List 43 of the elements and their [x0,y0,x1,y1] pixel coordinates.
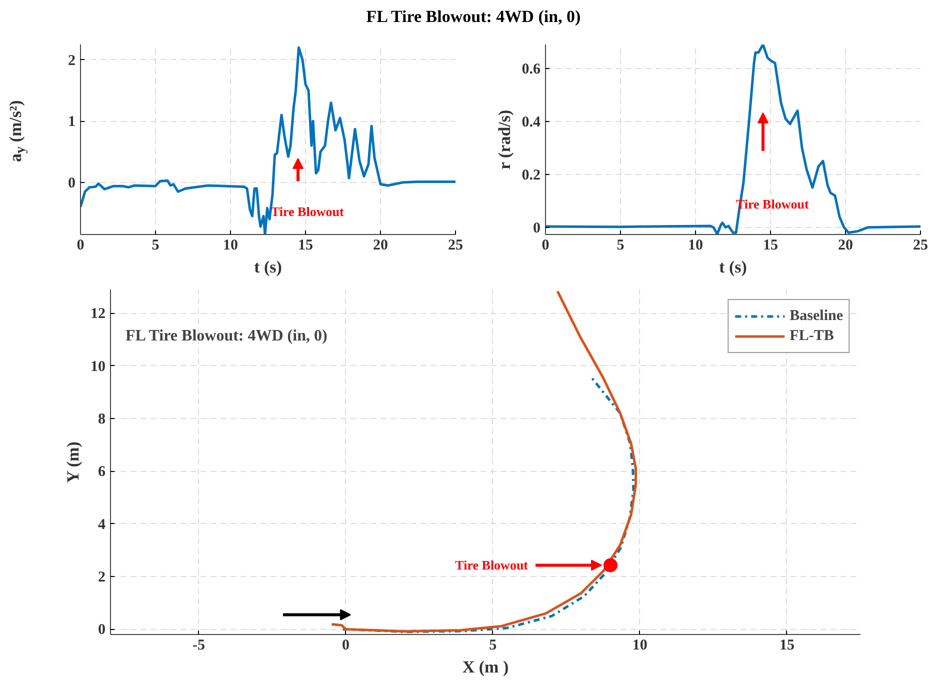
legend-label: FL-TB [790,328,834,344]
x-axis-title: t (s) [719,258,747,276]
x-tick-label: 5 [616,238,624,254]
y-axis-title: r (rad/s) [494,110,514,170]
y-tick-label: 12 [90,306,106,322]
x-tick-label: 25 [448,238,463,254]
x-tick-label: 15 [763,238,778,254]
annotation: Tire Blowout [455,558,529,573]
y-tick-label: 0.2 [522,167,540,184]
y-tick-label: 2 [68,52,76,69]
x-tick-label: 15 [298,238,313,254]
y-tick-label: 8 [98,412,106,428]
line-series [330,290,638,633]
x-tick-label: -5 [192,638,205,654]
y-tick-label: 4 [98,516,106,533]
y-axis-title: Y (m) [64,442,82,484]
line-series [546,44,920,234]
x-tick-label: 15 [779,638,794,654]
y-tick-label: 0.4 [522,114,541,130]
y-tick-label: 0.6 [522,61,541,78]
x-tick-label: 10 [688,238,703,254]
line-series [342,376,635,634]
x-tick-label: 10 [223,238,238,254]
x-axis-title: X (m ) [462,658,509,676]
chart-title: FL Tire Blowout: 4WD (in, 0) [366,6,581,28]
x-tick-label: 10 [632,638,648,654]
y-tick-label: 0 [68,175,76,192]
x-tick-label: 20 [838,238,853,254]
legend-label: Baseline [790,308,843,324]
y-tick-label: 6 [98,464,106,480]
x-tick-label: 5 [489,638,497,654]
x-tick-label: 0 [342,638,350,654]
x-tick-label: 5 [152,238,160,254]
text: FL Tire Blowout: 4WD (in, 0) [126,328,328,344]
x-tick-label: 20 [373,238,388,254]
y-tick-label: 2 [98,570,106,586]
y-tick-label: 10 [90,358,106,375]
x-axis-title: t (s) [254,258,282,276]
y-tick-label: 0 [98,622,106,638]
line-series [80,46,456,234]
y-tick-label: 1 [68,114,76,130]
x-tick-label: 25 [913,238,928,254]
y-tick-label: 0 [533,220,540,236]
